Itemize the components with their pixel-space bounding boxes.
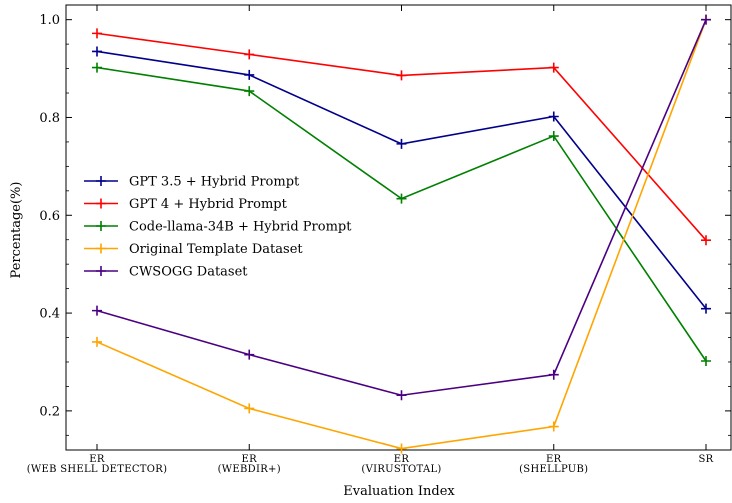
data-point <box>396 70 407 81</box>
data-point <box>244 69 255 80</box>
series-gpt-3-5-hybrid-prompt <box>92 46 711 314</box>
data-point <box>701 235 711 246</box>
data-point <box>548 111 559 122</box>
x-tick-label: ER <box>394 454 410 465</box>
plot-area <box>65 4 732 451</box>
legend-entry: GPT 3.5 + Hybrid Prompt <box>84 175 300 190</box>
data-point <box>548 62 559 73</box>
data-point <box>548 421 559 432</box>
x-tick-label: ER <box>546 454 562 465</box>
series-gpt-4-hybrid-prompt <box>92 28 711 246</box>
y-tick-label: 0.2 <box>39 404 60 419</box>
legend-label: GPT 4 + Hybrid Prompt <box>129 197 288 212</box>
series-cwsogg-dataset <box>92 14 711 401</box>
data-point <box>92 46 102 57</box>
x-tick-sublabel: (WEBDIR+) <box>218 464 281 475</box>
x-tick-label: ER <box>89 454 105 465</box>
legend-marker <box>96 221 106 231</box>
data-point <box>92 28 102 39</box>
x-tick-label: SR <box>699 454 714 465</box>
data-point <box>396 138 407 149</box>
legend-marker <box>96 266 106 276</box>
legend-label: CWSOGG Dataset <box>129 265 248 280</box>
data-point <box>92 305 102 316</box>
legend-entry: Original Template Dataset <box>84 242 303 257</box>
data-point <box>244 403 255 414</box>
plot-border <box>65 4 732 451</box>
data-point <box>92 336 102 347</box>
y-tick-label: 0.4 <box>39 307 60 322</box>
y-axis-title: Percentage(%) <box>9 182 24 279</box>
x-tick-sublabel: (WEB SHELL DETECTOR) <box>27 464 168 475</box>
data-point <box>244 86 255 97</box>
x-axis: ER(WEB SHELL DETECTOR)ER(WEBDIR+)ER(VIRU… <box>27 5 714 475</box>
x-tick-sublabel: (SHELLPUB) <box>519 464 588 475</box>
legend: GPT 3.5 + Hybrid Prompt GPT 4 + Hybrid Pr… <box>84 175 352 280</box>
series-code-llama-34b-hybrid-prompt <box>92 62 711 366</box>
legend-entry: GPT 4 + Hybrid Prompt <box>84 197 288 212</box>
legend-marker <box>96 198 106 209</box>
series-line <box>96 66 707 362</box>
data-point <box>701 303 711 314</box>
legend-entry: Code-llama-34B + Hybrid Prompt <box>84 220 352 235</box>
data-point <box>548 369 559 380</box>
y-tick-label: 1.0 <box>39 13 60 28</box>
y-tick-label: 0.6 <box>39 209 60 224</box>
legend-label: GPT 3.5 + Hybrid Prompt <box>129 175 300 190</box>
data-point <box>92 62 102 73</box>
y-tick-label: 0.8 <box>39 111 60 126</box>
x-tick-label: ER <box>242 454 258 465</box>
y-axis: 0.2 0.4 0.6 0.8 1.0 <box>39 13 731 436</box>
data-point <box>396 390 407 401</box>
legend-marker <box>96 176 106 186</box>
x-axis-title: Evaluation Index <box>343 484 455 499</box>
data-point <box>396 193 407 204</box>
data-point <box>244 49 255 60</box>
x-tick-sublabel: (VIRUSTOTAL) <box>361 464 441 475</box>
legend-entry: CWSOGG Dataset <box>84 265 248 280</box>
data-point <box>244 349 255 360</box>
legend-label: Original Template Dataset <box>129 242 303 257</box>
legend-label: Code-llama-34B + Hybrid Prompt <box>129 220 352 235</box>
data-point <box>701 356 711 366</box>
data-point <box>548 131 559 142</box>
legend-marker <box>96 243 106 254</box>
data-point <box>701 14 711 25</box>
series-layer <box>92 14 711 454</box>
data-point <box>396 443 407 454</box>
